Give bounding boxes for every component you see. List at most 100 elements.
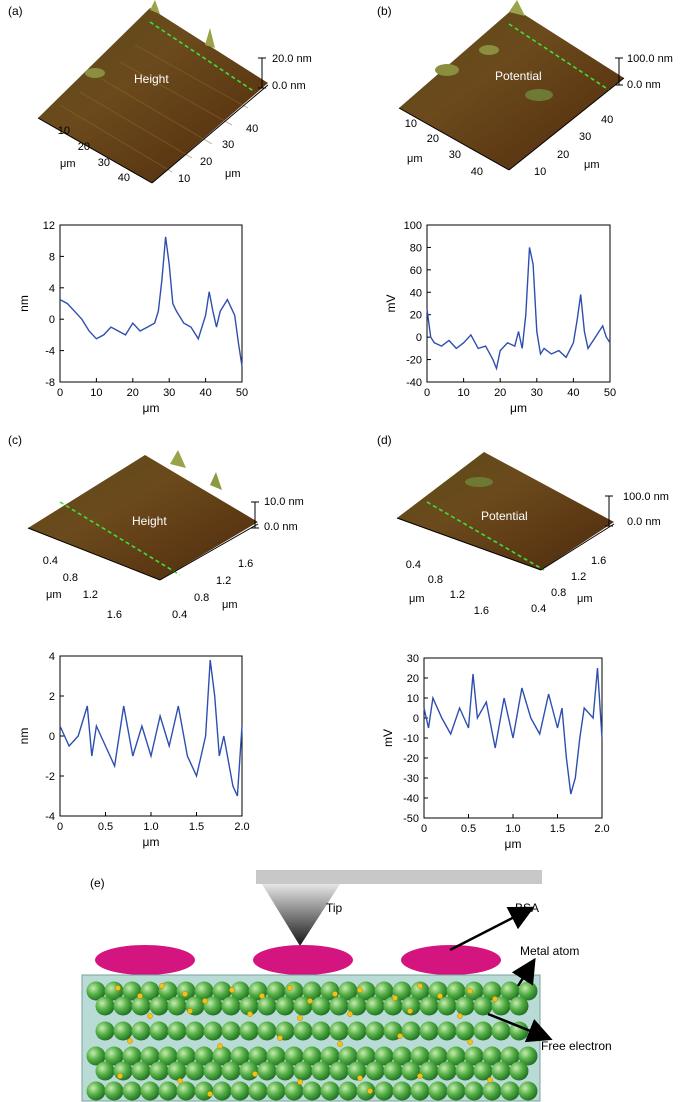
metal-atom xyxy=(221,1061,241,1081)
metal-atom xyxy=(140,981,160,1001)
metal-atom xyxy=(347,996,367,1016)
right-tick: 10 xyxy=(178,173,190,185)
x-tick-label: 1.5 xyxy=(550,823,565,835)
metal-atom xyxy=(437,996,457,1016)
unit-left-b: μm xyxy=(407,153,423,165)
metal-atom xyxy=(230,1046,250,1066)
metal-atom xyxy=(410,981,430,1001)
metal-atom xyxy=(113,1021,133,1041)
plot-frame xyxy=(59,655,243,817)
metal-atom xyxy=(140,1081,160,1101)
free-electron xyxy=(229,987,235,993)
metal-atom xyxy=(185,1061,205,1081)
metal-atom xyxy=(374,1046,394,1066)
left-tick: 10 xyxy=(58,125,70,137)
metal-atom xyxy=(419,996,439,1016)
metal-atom xyxy=(257,1061,277,1081)
free-electron xyxy=(182,991,188,997)
unit-left-d: μm xyxy=(409,593,425,605)
free-electron xyxy=(202,998,208,1004)
metal-atom xyxy=(392,1046,412,1066)
metal-atom xyxy=(122,1046,142,1066)
right-tick: 10 xyxy=(534,166,546,178)
metal-atom xyxy=(122,981,142,1001)
bsa-molecule xyxy=(95,945,195,975)
scale-top-a: 20.0 nm xyxy=(272,53,312,65)
scale-bottom-a: 0.0 nm xyxy=(272,80,306,92)
free-electron-arrow xyxy=(487,1012,553,1043)
metal-atom xyxy=(104,1081,124,1101)
metal-atom xyxy=(410,1081,430,1101)
metal-atom xyxy=(194,1081,214,1101)
free-electron xyxy=(115,985,121,991)
metal-atom xyxy=(509,996,529,1016)
free-electron xyxy=(137,993,143,999)
y-tick-label: 4 xyxy=(49,651,55,663)
metal-atom xyxy=(446,1046,466,1066)
right-tick: 40 xyxy=(246,123,258,135)
metal-atom xyxy=(311,1061,331,1081)
scale-bottom-d: 0.0 nm xyxy=(627,516,661,528)
right-tick: 1.2 xyxy=(216,575,231,587)
metal-atom xyxy=(401,1061,421,1081)
y-tick-label: 10 xyxy=(407,693,419,705)
metal-atom xyxy=(185,1021,205,1041)
metal-atom xyxy=(482,1046,502,1066)
y-tick-label: 80 xyxy=(410,242,422,254)
x-tick-label: 1.0 xyxy=(505,823,520,835)
free-electron xyxy=(367,1088,373,1094)
left-tick: 0.8 xyxy=(63,572,78,584)
metal-atom xyxy=(383,996,403,1016)
x-axis-label: μm xyxy=(510,401,527,415)
x-tick-label: 0 xyxy=(424,387,430,399)
y-tick-label: -4 xyxy=(45,811,55,823)
unit-right-d: μm xyxy=(577,593,593,605)
metal-atom xyxy=(203,996,223,1016)
metal-atom xyxy=(239,996,259,1016)
bsa-label: BSA xyxy=(515,901,539,915)
x-tick-label: 50 xyxy=(236,387,248,399)
overlay-label-c: Height xyxy=(132,514,167,528)
surface-plot-b: Potential 100.0 nm 0.0 nm 10 20 30 40 μm… xyxy=(398,0,673,178)
x-tick-label: 0.5 xyxy=(461,823,476,835)
metal-atom xyxy=(86,1081,106,1101)
overlay-label-d: Potential xyxy=(481,509,528,523)
metal-atom xyxy=(113,1061,133,1081)
metal-atom xyxy=(428,1081,448,1101)
y-tick-label: 60 xyxy=(410,265,422,277)
line-chart-a: 0 10 20 30 40 50 -8 -4 0 4 8 12 μm nm xyxy=(17,220,248,415)
metal-atom xyxy=(95,1061,115,1081)
y-tick-label: -40 xyxy=(403,793,419,805)
x-axis-label: μm xyxy=(505,837,522,851)
left-tick: 1.6 xyxy=(474,605,489,617)
metal-atom-lattice xyxy=(86,981,538,1101)
metal-atom xyxy=(383,1061,403,1081)
x-tick-label: 1.5 xyxy=(189,821,204,833)
right-tick: 1.6 xyxy=(238,558,253,570)
metal-atom xyxy=(302,1081,322,1101)
free-electron xyxy=(259,993,265,999)
plot-frame xyxy=(59,224,243,383)
metal-atom xyxy=(149,1021,169,1041)
metal-atom xyxy=(518,1081,538,1101)
metal-atom xyxy=(203,1061,223,1081)
metal-atom xyxy=(311,996,331,1016)
metal-atom xyxy=(266,1046,286,1066)
x-tick-label: 50 xyxy=(604,387,616,399)
metal-atom xyxy=(338,981,358,1001)
metal-atom xyxy=(266,1081,286,1101)
free-electron xyxy=(467,1039,473,1045)
unit-right-c: μm xyxy=(222,599,238,611)
metal-atom xyxy=(311,1021,331,1041)
left-tick: 1.2 xyxy=(83,589,98,601)
metal-atom xyxy=(356,1081,376,1101)
afm-tip xyxy=(262,884,340,946)
left-tick: 40 xyxy=(471,166,483,178)
free-electron xyxy=(397,1033,403,1039)
metal-atom xyxy=(320,1081,340,1101)
free-electron xyxy=(437,993,443,999)
left-tick: 20 xyxy=(427,133,439,145)
free-electron xyxy=(357,987,363,993)
metal-atom xyxy=(491,1021,511,1041)
metal-atom xyxy=(347,1061,367,1081)
